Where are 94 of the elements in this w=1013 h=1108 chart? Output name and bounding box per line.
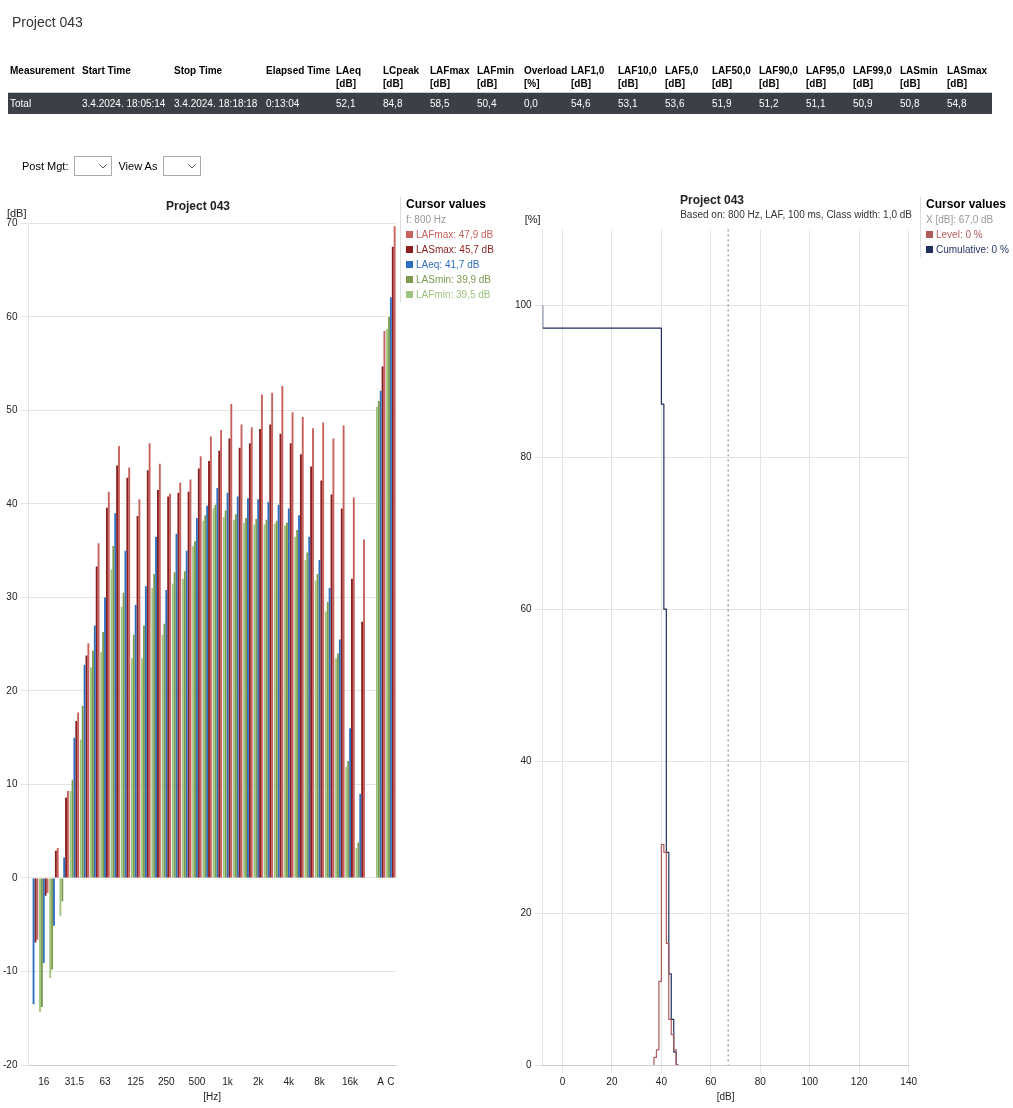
x-tick-label: 125	[127, 1075, 145, 1087]
legend-label: Level: 0 %	[936, 228, 983, 242]
x-tick-label: 40	[655, 1075, 668, 1087]
text: LAFmin [dB]	[476, 64, 516, 91]
text: 50,8	[899, 97, 921, 111]
text: 51,9	[711, 97, 733, 111]
y-tick-label: 30	[6, 591, 18, 603]
x-tick-label: 31.5	[64, 1075, 85, 1087]
x-tick-label: 140	[900, 1075, 918, 1087]
text: 51,2	[758, 97, 780, 111]
x-tick-label: 20	[606, 1075, 618, 1087]
x-tick-label: 120	[850, 1075, 868, 1087]
text: 0:13:04	[265, 97, 301, 111]
text: f: 800 Hz	[406, 213, 448, 227]
y-tick-label: 100	[515, 299, 533, 311]
y-tick-label: 80	[520, 451, 533, 463]
text: 51,1	[805, 97, 827, 111]
y-tick-label: 70	[6, 217, 18, 229]
y-tick-label: 50	[6, 404, 18, 416]
y-tick-label: 10	[6, 778, 18, 790]
y-tick-label: -20	[3, 1058, 18, 1070]
text: 3.4.2024. 18:05:14	[81, 97, 167, 111]
x-tick-label: 100	[801, 1075, 819, 1087]
x-axis-title: [dB]	[716, 1090, 735, 1102]
text: LCpeak [dB]	[382, 64, 421, 91]
legend-label: LAFmax: 47,9 dB	[416, 228, 494, 242]
y-tick-label: 40	[520, 754, 533, 766]
x-tick-label: 16	[38, 1075, 50, 1087]
text: LAF99,0 [dB]	[852, 64, 893, 91]
text: 84,8	[382, 97, 404, 111]
text: Measurement	[9, 64, 76, 78]
text: 58,5	[429, 97, 451, 111]
y-tick-label: 0	[526, 1058, 533, 1070]
text: LAeq [dB]	[335, 64, 362, 91]
text: LAF1,0 [dB]	[570, 64, 606, 91]
x-tick-label: A	[377, 1075, 385, 1087]
text: 0,0	[523, 97, 539, 111]
text: 50,9	[852, 97, 874, 111]
text: Overload [%]	[523, 64, 569, 91]
x-tick-label: 4k	[283, 1075, 296, 1087]
y-tick-label: 20	[6, 684, 18, 696]
y-tick-label: 40	[6, 497, 18, 509]
y-tick-label: 0	[11, 871, 18, 883]
x-tick-label: C	[387, 1075, 395, 1087]
text: LAF50,0 [dB]	[711, 64, 752, 91]
text: Post Mgt:	[22, 160, 69, 172]
text: View As	[118, 160, 158, 172]
text: Start Time	[81, 64, 132, 78]
x-tick-label: 63	[99, 1075, 112, 1087]
legend-title: Cursor values	[406, 197, 488, 212]
text: LAF5,0 [dB]	[664, 64, 700, 91]
legend-label: LAFmin: 39,5 dB	[416, 288, 491, 302]
y-tick-label: 60	[520, 602, 533, 614]
y-tick-label: 20	[520, 906, 533, 918]
text: 53,6	[664, 97, 686, 111]
text: 53,1	[617, 97, 639, 111]
text: 50,4	[476, 97, 498, 111]
x-tick-label: 0	[559, 1075, 566, 1087]
x-tick-label: 500	[188, 1075, 206, 1087]
chart-title: Project 043	[165, 198, 231, 213]
text: Project 043	[12, 14, 83, 30]
x-tick-label: 2k	[252, 1075, 265, 1087]
x-tick-label: 250	[157, 1075, 176, 1087]
text: LASmax [dB]	[946, 64, 988, 91]
legend-label: LASmax: 45,7 dB	[416, 243, 494, 257]
text: 3.4.2024. 18:18:18	[173, 97, 259, 111]
legend-label: LASmin: 39,9 dB	[416, 273, 492, 287]
legend-label: LAeq: 41,7 dB	[416, 258, 480, 272]
text: Elapsed Time	[265, 64, 332, 78]
text: LAF90,0 [dB]	[758, 64, 799, 91]
y-tick-label: 60	[6, 310, 18, 322]
chart-title: Project 043	[679, 192, 745, 207]
text: 54,6	[570, 97, 592, 111]
x-axis-title: [Hz]	[203, 1090, 222, 1102]
text: Total	[9, 97, 33, 111]
text: 52,1	[335, 97, 357, 111]
legend-label: Cumulative: 0 %	[936, 243, 1009, 257]
text: LAF10,0 [dB]	[617, 64, 658, 91]
x-tick-label: 8k	[314, 1075, 326, 1087]
y-tick-label: -10	[3, 965, 18, 977]
x-tick-label: 1k	[222, 1075, 234, 1087]
text: LASmin [dB]	[899, 64, 939, 91]
legend-title: Cursor values	[926, 197, 1008, 212]
y-axis-title: [%]	[524, 213, 541, 226]
text: X [dB]: 67,0 dB	[926, 213, 995, 227]
text: Stop Time	[173, 64, 224, 78]
x-tick-label: 16k	[341, 1075, 360, 1087]
chart-subtitle: Based on: 800 Hz, LAF, 100 ms, Class width: 1,0 dB	[680, 209, 913, 221]
text: 54,8	[946, 97, 968, 111]
text: LAF95,0 [dB]	[805, 64, 846, 91]
x-tick-label: 60	[705, 1075, 717, 1087]
y-axis-title: [dB]	[6, 207, 27, 220]
x-tick-label: 80	[754, 1075, 767, 1087]
text: LAFmax [dB]	[429, 64, 471, 91]
